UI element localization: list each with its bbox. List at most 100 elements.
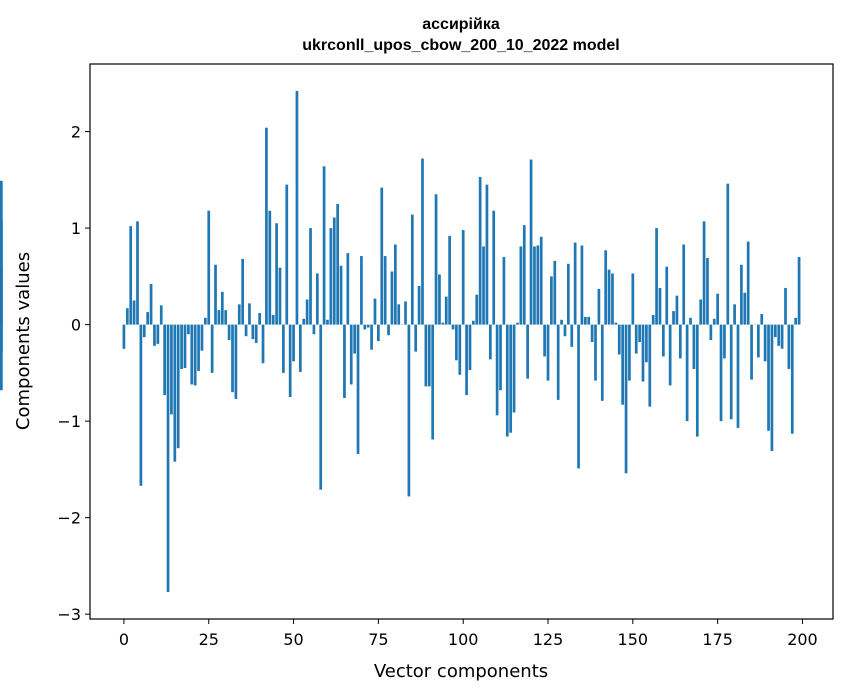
bar (339, 265, 343, 325)
bar (502, 257, 506, 325)
bar (200, 324, 204, 351)
bar (594, 324, 597, 381)
bar (275, 223, 278, 325)
x-tick-label: 25 (199, 630, 219, 649)
bar (139, 324, 143, 486)
bar (546, 324, 550, 381)
bar (461, 230, 465, 325)
bar (451, 324, 455, 330)
bar (305, 299, 309, 325)
bar (516, 322, 519, 325)
bar (529, 159, 533, 325)
bar (142, 324, 146, 338)
bar (458, 324, 462, 375)
bar (309, 228, 312, 325)
bar (187, 324, 190, 335)
bar (699, 299, 703, 325)
bar (655, 228, 658, 325)
bar (268, 210, 272, 325)
bar (353, 324, 356, 354)
bar (302, 318, 306, 325)
bar (634, 324, 638, 354)
bar (760, 313, 764, 325)
bar (675, 295, 679, 325)
y-tick-label: −3 (57, 605, 81, 624)
bar (410, 214, 414, 325)
bar (536, 245, 540, 325)
bar (373, 298, 377, 325)
x-tick-label: 150 (618, 630, 649, 649)
bar (183, 324, 187, 369)
bar (434, 194, 438, 325)
bar (295, 91, 299, 325)
bar (543, 324, 546, 357)
chart-title: ассирійка (422, 16, 500, 33)
bar (773, 324, 777, 338)
bar (444, 296, 448, 325)
bar (336, 203, 340, 325)
bar (746, 241, 750, 325)
bar (312, 324, 316, 335)
bar (431, 324, 435, 440)
bar (190, 324, 194, 385)
bar (251, 324, 255, 340)
bar (176, 324, 180, 449)
bar (736, 324, 740, 428)
bar (617, 324, 621, 355)
bar (383, 256, 387, 325)
bar (203, 317, 207, 325)
bar (600, 324, 604, 401)
bar (217, 310, 221, 325)
bar (237, 304, 241, 325)
bar (553, 260, 557, 325)
bar (129, 226, 133, 325)
bar (343, 324, 346, 398)
bar (349, 324, 353, 385)
bar (488, 324, 492, 360)
bar (583, 316, 587, 325)
bar (607, 269, 611, 325)
y-tick-label: 2 (71, 123, 81, 142)
bar (665, 266, 669, 325)
bar (163, 324, 166, 396)
bar (241, 258, 245, 325)
bar (393, 244, 397, 325)
bar (539, 236, 543, 325)
bar (421, 158, 424, 325)
bar (604, 250, 608, 325)
plot-area-frame (89, 63, 834, 620)
x-tick-label: 175 (702, 630, 733, 649)
bar (580, 245, 584, 325)
bar (560, 319, 563, 325)
bar (587, 316, 591, 325)
x-tick-label: 200 (787, 630, 818, 649)
bar (706, 258, 709, 325)
bar (570, 324, 574, 347)
bar (624, 324, 628, 474)
bar (231, 324, 234, 393)
bar (611, 273, 614, 325)
bar (797, 257, 801, 325)
bar (146, 312, 150, 325)
bar (750, 324, 753, 380)
bar (526, 324, 530, 379)
bar (685, 324, 689, 422)
bar (417, 286, 421, 325)
x-tick-label: 75 (368, 630, 388, 649)
y-tick-label: −2 (57, 509, 81, 528)
y-tick-label: −1 (57, 412, 81, 431)
x-tick-label: 50 (283, 630, 303, 649)
bar (390, 271, 394, 325)
bar (427, 324, 431, 387)
x-axis-label: Vector components (374, 661, 548, 682)
bar (763, 324, 767, 362)
bar (285, 184, 289, 325)
x-axis-ticks: 0 25 50 75 100 125 150 175 200 (119, 619, 818, 649)
bar (668, 324, 672, 386)
bar (224, 310, 228, 325)
bar (787, 324, 791, 370)
bar (767, 324, 770, 431)
bar (556, 324, 560, 400)
bar (441, 322, 445, 325)
bar (261, 324, 265, 364)
